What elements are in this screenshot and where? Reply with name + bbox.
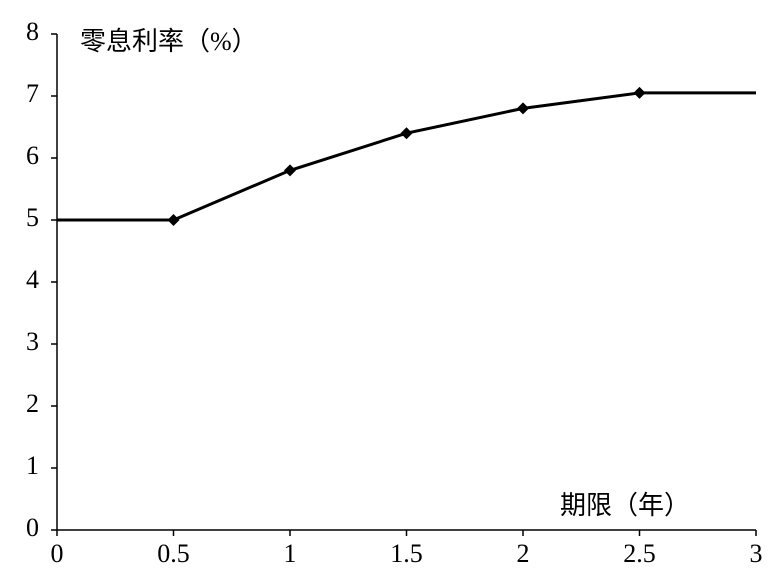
marker — [633, 86, 646, 99]
y-tick-label: 4 — [26, 265, 39, 294]
x-tick-label: 2 — [517, 539, 530, 568]
x-tick-label: 0.5 — [157, 539, 190, 568]
marker — [284, 164, 296, 177]
y-tick-label: 3 — [26, 327, 39, 356]
marker — [517, 102, 529, 115]
y-tick-label: 8 — [26, 17, 39, 46]
line — [57, 91, 756, 222]
y-axis-label: 零息利率（%） — [80, 27, 258, 56]
x-axis-label: 期限（年） — [560, 491, 690, 520]
y-tick-label: 7 — [26, 79, 39, 108]
x-tick-label: 0 — [51, 539, 64, 568]
y-tick-label: 2 — [26, 389, 39, 418]
x-tick-label: 1.5 — [390, 539, 423, 568]
y-tick-label: 0 — [26, 513, 39, 542]
x-tick-label: 3 — [750, 539, 763, 568]
y-tick-label: 1 — [26, 451, 39, 480]
x-tick-label: 1 — [284, 539, 297, 568]
marker — [400, 127, 413, 140]
y-tick-label: 5 — [26, 203, 39, 232]
x-tick-label: 2.5 — [623, 539, 656, 568]
marker — [167, 214, 180, 226]
y-tick-label: 6 — [26, 141, 39, 170]
